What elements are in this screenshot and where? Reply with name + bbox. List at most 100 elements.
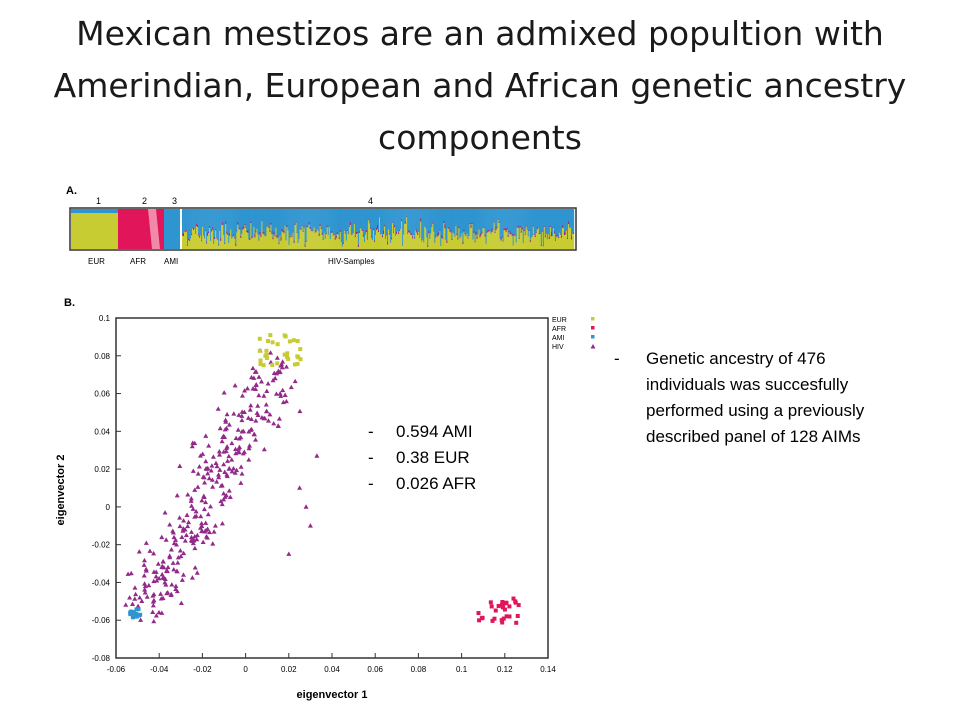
sample-ami-segment <box>289 209 291 236</box>
y-tick-label: 0.08 <box>94 352 110 361</box>
sample-ami-segment <box>326 209 328 226</box>
sample-afr-segment <box>281 228 283 232</box>
afr-point <box>502 607 507 612</box>
sample-afr-segment <box>451 239 453 241</box>
sample-eur-segment <box>334 239 336 249</box>
hiv-point <box>203 528 209 533</box>
hiv-point <box>190 440 196 445</box>
sample-eur-segment <box>408 232 410 249</box>
sample-eur-segment <box>204 238 206 249</box>
sample-ami-segment <box>386 209 388 235</box>
sample-eur-segment <box>210 241 212 249</box>
sample-ami-segment <box>220 209 222 239</box>
sample-afr-segment <box>398 232 400 235</box>
sample-ami-segment <box>463 209 465 230</box>
sample-ami-segment <box>243 209 245 226</box>
sample-eur-segment <box>328 226 330 249</box>
sample-ami-segment <box>361 209 364 230</box>
sample-afr-segment <box>286 225 288 228</box>
afr-point <box>500 605 505 610</box>
sample-eur-segment <box>426 237 428 249</box>
sample-afr-segment <box>370 236 373 238</box>
sample-afr-segment <box>496 227 498 229</box>
sample-ami-segment <box>283 209 285 231</box>
afr-point <box>513 600 518 605</box>
hiv-point <box>199 498 205 503</box>
sample-afr-segment <box>540 244 543 247</box>
sample-eur-segment <box>207 236 209 249</box>
sample-ami-segment <box>569 209 572 227</box>
sample-ami-segment <box>383 209 385 231</box>
hiv-point <box>245 415 251 420</box>
sample-ami-segment <box>247 209 249 230</box>
sample-eur-segment <box>569 227 572 249</box>
sample-afr-segment <box>505 228 507 233</box>
sample-ami-segment <box>388 209 390 230</box>
hiv-point <box>196 464 202 469</box>
sample-afr-segment <box>240 235 242 239</box>
sample-afr-segment <box>357 244 360 247</box>
hiv-point <box>203 520 209 525</box>
sample-eur-segment <box>258 240 260 249</box>
sample-afr-segment <box>283 230 285 234</box>
sample-ami-segment <box>230 209 232 230</box>
sample-eur-segment <box>284 225 286 249</box>
sample-afr-segment <box>362 234 365 237</box>
sample-eur-segment <box>222 224 224 249</box>
ancestry-proportions-list: 0.594 AMI 0.38 EUR 0.026 AFR <box>368 419 476 497</box>
sample-ami-segment <box>339 209 342 230</box>
sample-afr-segment <box>507 234 509 238</box>
sample-eur-segment <box>553 233 556 249</box>
sample-ami-segment <box>371 209 374 241</box>
sample-eur-segment <box>510 233 512 249</box>
sample-ami-segment <box>219 209 221 230</box>
sample-ami-segment <box>317 209 319 231</box>
sample-eur-segment <box>496 228 498 249</box>
sample-afr-segment <box>299 228 301 230</box>
hiv-point <box>150 609 156 614</box>
sample-ami-segment <box>209 209 211 227</box>
sample-eur-segment <box>205 231 207 249</box>
sample-ami-segment <box>276 209 278 235</box>
sample-ami-segment <box>328 209 330 226</box>
hiv-point <box>254 410 260 415</box>
sample-ami-segment <box>187 209 189 246</box>
sample-ami-segment <box>312 209 314 232</box>
hiv-point <box>280 399 286 405</box>
sample-ami-segment <box>455 209 457 225</box>
eur-point <box>286 356 291 361</box>
sample-ami-segment <box>357 209 360 245</box>
hiv-point <box>199 520 205 526</box>
sample-ami-segment <box>345 209 348 241</box>
sample-ami-segment <box>530 209 532 238</box>
sample-eur-segment <box>567 224 570 249</box>
hiv-point <box>247 443 253 448</box>
sample-ami-segment <box>316 209 318 230</box>
sample-eur-segment <box>313 227 315 249</box>
sample-ami-segment <box>229 209 231 234</box>
sample-afr-segment <box>524 234 526 236</box>
sample-afr-segment <box>192 227 194 229</box>
eur-point <box>264 356 269 361</box>
sample-eur-segment <box>495 230 497 249</box>
sample-eur-segment <box>420 221 422 249</box>
sample-eur-segment <box>529 242 531 249</box>
sample-afr-segment <box>459 237 461 239</box>
sample-eur-segment <box>272 239 274 249</box>
sample-eur-segment <box>364 235 367 249</box>
sample-ami-segment <box>271 209 273 232</box>
sample-ami-segment <box>307 209 309 228</box>
sample-afr-segment <box>411 233 413 235</box>
sample-afr-segment <box>528 229 530 232</box>
legend-marker-hiv <box>590 344 596 349</box>
sample-eur-segment <box>349 225 352 249</box>
sample-ami-segment <box>182 209 184 234</box>
hiv-point <box>190 540 196 546</box>
sample-ami-segment <box>423 209 425 243</box>
sample-ami-segment <box>452 209 454 232</box>
sample-eur-segment <box>369 228 372 249</box>
eur-point <box>296 355 301 360</box>
sample-afr-segment <box>548 236 551 240</box>
sample-afr-segment <box>183 233 185 237</box>
sample-afr-segment <box>353 222 356 224</box>
